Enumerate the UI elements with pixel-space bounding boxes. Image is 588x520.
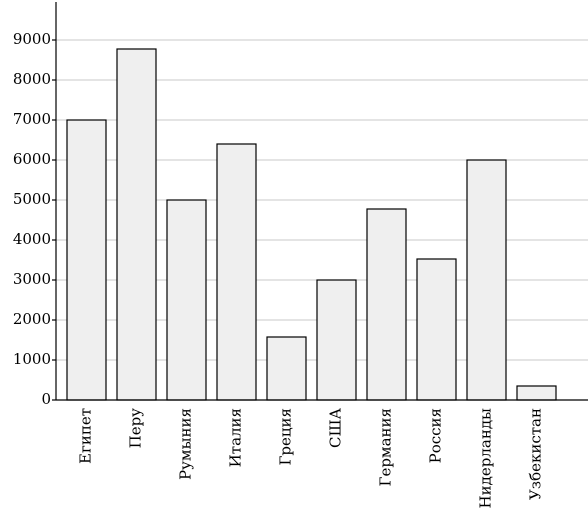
bar	[266, 336, 307, 401]
bar	[66, 119, 107, 401]
bar	[366, 208, 407, 401]
x-tick-label: Румыния	[177, 408, 195, 480]
y-tick-label: 5000	[13, 190, 51, 208]
x-tick-label: США	[327, 407, 345, 448]
bar	[416, 258, 457, 401]
x-tick-label: Греция	[277, 408, 295, 466]
y-tick-label: 0	[41, 390, 51, 408]
x-tick-label: Италия	[227, 408, 245, 467]
x-tick-label: Германия	[377, 408, 395, 486]
x-tick-label: Россия	[427, 408, 445, 463]
bar	[116, 48, 157, 401]
y-tick-label: 4000	[13, 230, 51, 248]
y-tick-label: 6000	[13, 150, 51, 168]
y-tick-label: 3000	[13, 270, 51, 288]
bar	[466, 159, 507, 401]
x-tick-label: Перу	[127, 408, 145, 449]
x-tick-label: Египет	[77, 408, 95, 464]
y-tick-label: 8000	[13, 70, 51, 88]
bar	[216, 143, 257, 401]
bar	[166, 199, 207, 401]
y-tick-label: 1000	[13, 350, 51, 368]
bar	[516, 385, 557, 401]
y-tick-label: 7000	[13, 110, 51, 128]
y-tick-label: 9000	[13, 30, 51, 48]
x-tick-label: Нидерланды	[477, 408, 495, 508]
bar	[316, 279, 357, 401]
x-tick-label: Узбекистан	[527, 408, 545, 500]
y-tick-label: 2000	[13, 310, 51, 328]
